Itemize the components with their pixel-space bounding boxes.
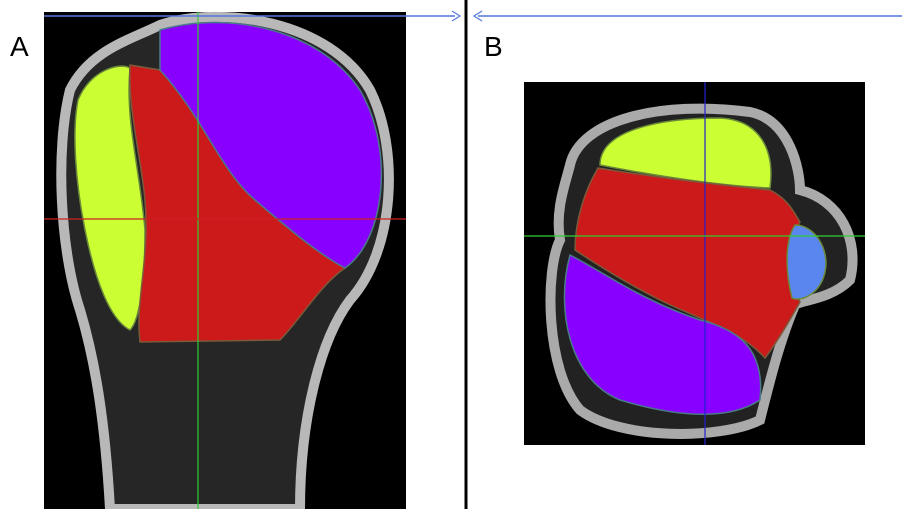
- panel-a: A: [10, 12, 406, 509]
- panel-label: A: [10, 31, 29, 62]
- panel-b: B: [484, 31, 865, 445]
- page: {"panels": [{"label": "A"}, {"label": "B…: [0, 0, 902, 509]
- panel-label: B: [484, 31, 503, 62]
- figure: A B: [0, 0, 902, 509]
